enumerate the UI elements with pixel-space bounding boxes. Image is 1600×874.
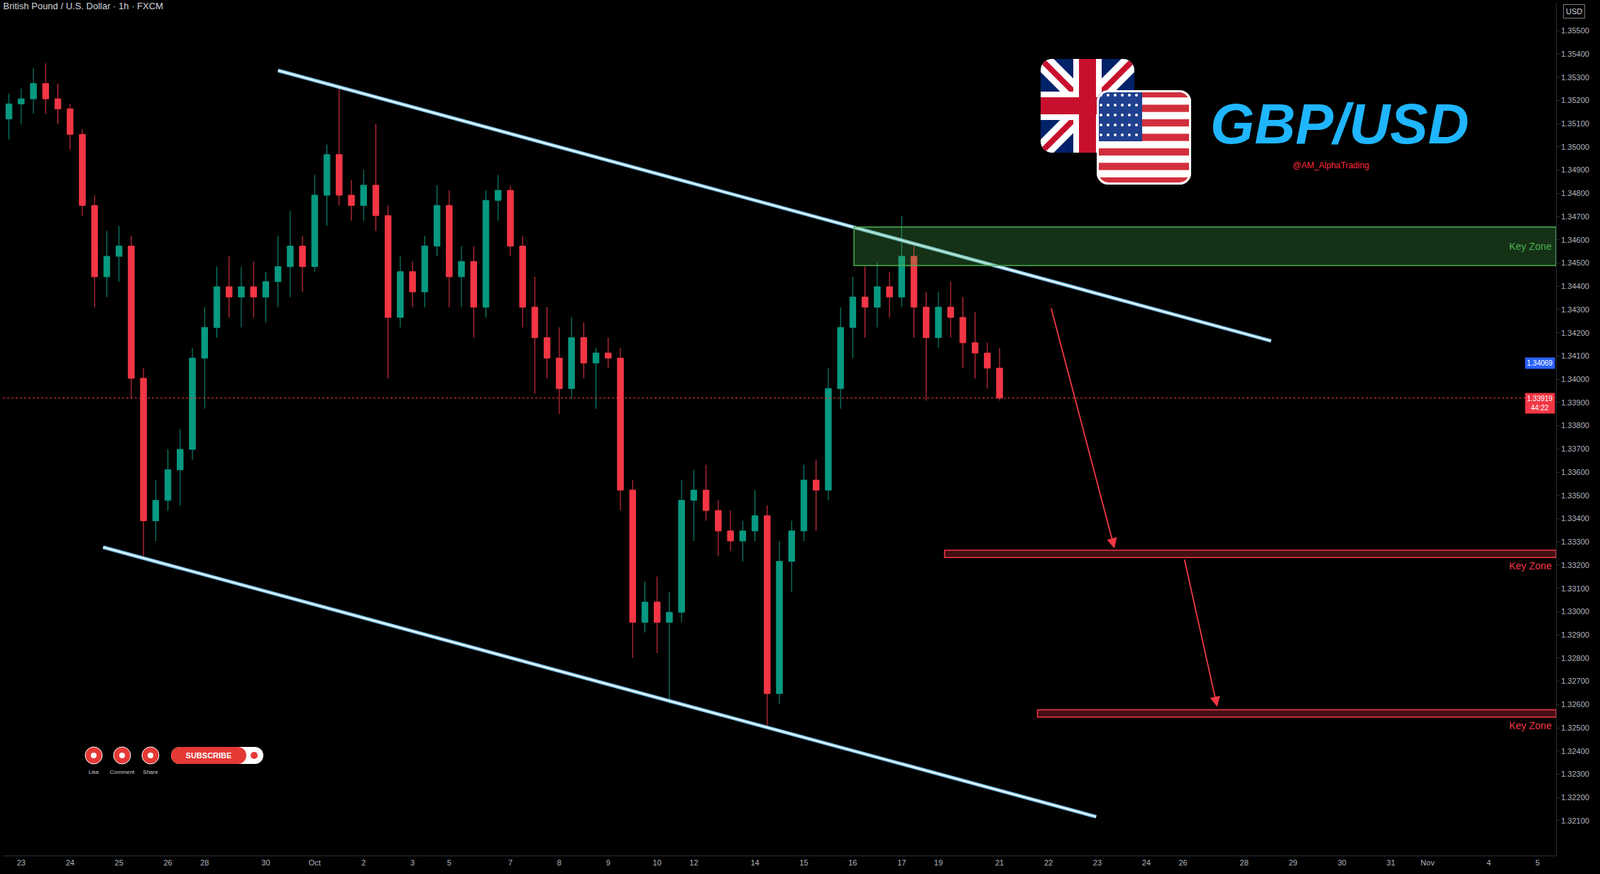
svg-text:8: 8 [557,858,562,867]
svg-text:1.35100: 1.35100 [1560,119,1590,128]
svg-text:31: 31 [1386,858,1395,867]
svg-text:1.32900: 1.32900 [1560,630,1590,639]
svg-text:British Pound / U.S. Dollar ·: British Pound / U.S. Dollar · 1h · FXCM [3,0,164,12]
svg-text:USD: USD [1565,7,1583,16]
svg-text:Key Zone: Key Zone [1509,560,1552,572]
svg-text:4: 4 [1486,858,1491,867]
svg-text:1.32400: 1.32400 [1560,746,1590,756]
svg-text:GBP/USD: GBP/USD [1210,92,1470,156]
svg-text:24: 24 [1142,858,1151,867]
svg-text:1.35300: 1.35300 [1560,73,1590,82]
svg-text:19: 19 [934,858,943,867]
svg-text:23: 23 [1093,858,1102,867]
svg-text:16: 16 [848,858,857,867]
svg-text:26: 26 [1178,858,1187,867]
svg-text:1.33200: 1.33200 [1560,560,1590,570]
svg-text:30: 30 [261,858,270,867]
svg-text:28: 28 [1240,858,1249,867]
svg-text:25: 25 [114,858,124,867]
svg-text:1.32700: 1.32700 [1560,676,1590,686]
svg-text:1.35400: 1.35400 [1560,49,1590,59]
svg-text:10: 10 [653,858,662,867]
svg-text:28: 28 [200,858,209,867]
svg-text:1.33000: 1.33000 [1560,606,1590,616]
svg-text:1.32100: 1.32100 [1560,816,1590,825]
svg-text:Like: Like [88,768,100,776]
svg-text:12: 12 [689,858,698,867]
svg-text:5: 5 [447,858,452,867]
svg-text:1.34400: 1.34400 [1560,281,1590,291]
svg-text:1.32200: 1.32200 [1560,792,1590,802]
svg-text:26: 26 [163,858,172,867]
svg-text:1.34500: 1.34500 [1560,258,1590,267]
svg-text:5: 5 [1535,858,1540,867]
svg-text:1.34900: 1.34900 [1560,165,1590,174]
svg-text:1.33100: 1.33100 [1560,584,1590,593]
svg-text:1.33500: 1.33500 [1560,491,1590,500]
svg-text:SUBSCRIBE: SUBSCRIBE [185,751,233,760]
svg-text:1.33900: 1.33900 [1560,398,1590,407]
svg-text:Comment: Comment [110,768,135,776]
svg-text:14: 14 [750,858,759,867]
svg-text:1.33700: 1.33700 [1560,444,1590,453]
svg-text:15: 15 [799,858,808,867]
svg-text:Oct: Oct [308,858,321,867]
svg-text:1.33600: 1.33600 [1560,467,1590,477]
svg-text:1.33800: 1.33800 [1560,420,1590,430]
svg-text:1.35200: 1.35200 [1560,95,1590,105]
svg-text:Nov: Nov [1420,858,1435,867]
svg-text:17: 17 [897,858,906,867]
svg-text:1.32500: 1.32500 [1560,723,1590,732]
svg-text:1.34300: 1.34300 [1560,305,1590,314]
svg-text:1.35500: 1.35500 [1560,26,1590,35]
svg-text:9: 9 [606,858,611,867]
svg-text:1.32600: 1.32600 [1560,699,1590,709]
svg-text:Share: Share [142,768,159,776]
svg-text:23: 23 [17,858,26,867]
svg-text:@AM_AlphaTrading: @AM_AlphaTrading [1292,160,1370,171]
svg-text:1.33300: 1.33300 [1560,537,1590,546]
svg-text:1.34069: 1.34069 [1526,359,1554,367]
svg-text:1.34800: 1.34800 [1560,188,1590,198]
svg-text:21: 21 [995,858,1004,867]
svg-text:1.33400: 1.33400 [1560,513,1590,523]
svg-text:1.32300: 1.32300 [1560,769,1590,778]
svg-text:3: 3 [410,858,415,867]
svg-text:1.35000: 1.35000 [1560,142,1590,152]
svg-text:Key Zone: Key Zone [1509,240,1552,252]
svg-text:1.34100: 1.34100 [1560,351,1590,360]
svg-text:24: 24 [66,858,75,867]
svg-text:2: 2 [361,858,366,867]
svg-text:1.34600: 1.34600 [1560,235,1590,245]
svg-text:1.3391944:22: 1.3391944:22 [1526,394,1554,412]
svg-text:30: 30 [1337,858,1346,867]
svg-text:1.34700: 1.34700 [1560,212,1590,221]
svg-text:1.34200: 1.34200 [1560,328,1590,338]
svg-text:22: 22 [1044,858,1053,867]
svg-text:1.32800: 1.32800 [1560,653,1590,663]
svg-text:29: 29 [1288,858,1297,867]
svg-text:7: 7 [508,858,513,867]
svg-text:1.34000: 1.34000 [1560,374,1590,384]
svg-text:Key Zone: Key Zone [1509,719,1552,732]
